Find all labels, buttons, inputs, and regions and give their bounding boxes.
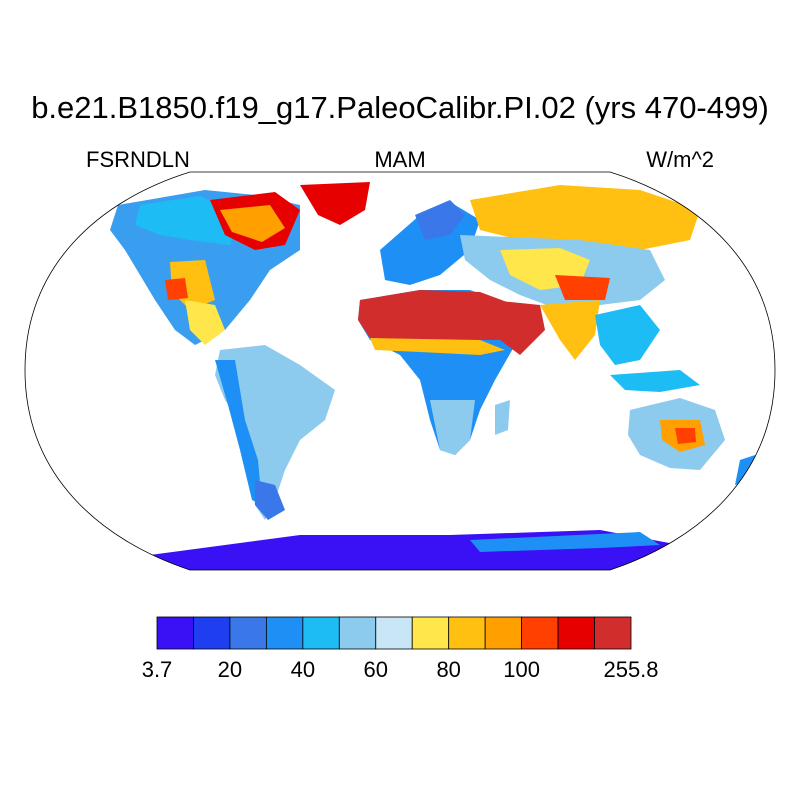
colorbar-swatch bbox=[557, 616, 595, 650]
indonesia-field bbox=[610, 370, 700, 392]
colorbar-swatch bbox=[411, 616, 450, 650]
colorbar bbox=[156, 616, 632, 650]
colorbar-swatch bbox=[229, 616, 267, 650]
new-zealand-field bbox=[735, 455, 755, 485]
colorbar-swatch bbox=[594, 616, 632, 650]
colorbar-swatch bbox=[338, 616, 377, 650]
colorbar-swatch bbox=[302, 616, 340, 650]
us-west-field bbox=[165, 278, 188, 300]
sahel-field bbox=[370, 338, 505, 355]
colorbar-swatch bbox=[193, 616, 231, 650]
colorbar-tick-label: 80 bbox=[436, 657, 461, 682]
south-america-field bbox=[215, 345, 335, 520]
se-asia-field bbox=[595, 305, 660, 365]
scandinavia-field bbox=[415, 200, 465, 240]
variable-label: FSRNDLN bbox=[86, 147, 190, 172]
colorbar-tick-label: 60 bbox=[363, 657, 389, 682]
madagascar-field bbox=[495, 400, 510, 435]
colorbar-swatch bbox=[521, 616, 559, 650]
andes-field bbox=[215, 360, 262, 505]
colorbar-swatch bbox=[484, 616, 523, 650]
australia-core-field bbox=[675, 428, 696, 444]
mexico-field bbox=[185, 300, 225, 345]
colorbar-tick-label: 100 bbox=[503, 657, 540, 682]
colorbar-swatch bbox=[265, 616, 304, 650]
colorbar-swatch bbox=[448, 616, 486, 650]
greenland-field bbox=[300, 182, 370, 225]
sahara-field bbox=[358, 290, 515, 340]
colorbar-swatch bbox=[156, 616, 194, 650]
hudson-orange-field bbox=[220, 205, 285, 242]
colorbar-tick-label: 255.8 bbox=[603, 657, 659, 682]
plot-title: b.e21.B1850.f19_g17.PaleoCalibr.PI.02 (y… bbox=[31, 90, 769, 125]
land-fields bbox=[110, 182, 755, 570]
antarctica-coast-field bbox=[470, 532, 660, 552]
season-label: MAM bbox=[374, 147, 426, 172]
india-field bbox=[540, 300, 600, 360]
southern-africa-field bbox=[430, 400, 475, 455]
globe-outline bbox=[24, 171, 776, 571]
arabia-field bbox=[490, 300, 545, 355]
patagonia-field bbox=[255, 480, 285, 520]
colorbar-swatch bbox=[375, 616, 413, 650]
tibet-field bbox=[555, 275, 610, 300]
siberia-field bbox=[470, 185, 700, 250]
colorbar-tick-label: 20 bbox=[217, 657, 243, 682]
colorbar-tick-label: 3.7 bbox=[141, 657, 173, 682]
units-label: W/m^2 bbox=[646, 147, 714, 172]
colorbar-tick-label: 40 bbox=[290, 657, 316, 682]
